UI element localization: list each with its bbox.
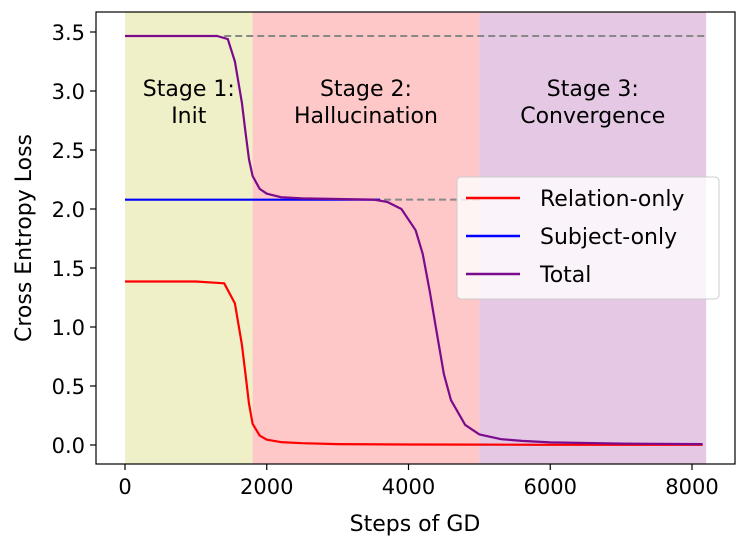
x-axis-ticks: 0 2000 4000 6000 8000	[118, 464, 719, 499]
y-tick-label: 1.0	[52, 316, 85, 340]
x-tick-label: 6000	[524, 475, 577, 499]
y-axis-ticks: 0.0 0.5 1.0 1.5 2.0 2.5 3.0 3.5	[52, 21, 96, 458]
stage-2-name: Hallucination	[294, 104, 438, 129]
legend-box	[456, 176, 720, 300]
relation-only-line	[125, 280, 703, 446]
total-line	[125, 34, 703, 446]
y-tick-label: 3.5	[52, 21, 85, 45]
plot-frame	[95, 11, 736, 465]
y-tick-label: 2.5	[52, 139, 85, 163]
legend-label-2: Subject-only	[540, 225, 677, 250]
y-tick-label: 2.0	[52, 198, 85, 222]
legend-label-3: Total	[539, 263, 591, 288]
stage-1-title: Stage 1:	[143, 77, 235, 102]
y-tick-label: 0.0	[52, 434, 85, 458]
stage-3-name: Convergence	[520, 104, 665, 129]
stage-1-region	[125, 12, 253, 464]
data-series	[125, 34, 703, 446]
x-tick-label: 2000	[240, 475, 293, 499]
x-axis-label: Steps of GD	[350, 512, 481, 537]
y-tick-label: 3.0	[52, 80, 85, 104]
stage-labels: Stage 1:Init Stage 2:Hallucination Stage 3…	[143, 77, 666, 129]
legend: Relation-only Subject-only Total	[456, 176, 720, 300]
stage-2-title: Stage 2:	[320, 77, 412, 102]
x-tick-label: 4000	[382, 475, 435, 499]
x-tick-label: 0	[118, 475, 131, 499]
x-tick-label: 8000	[665, 475, 718, 499]
stage-3-title: Stage 3:	[547, 77, 639, 102]
legend-label-1: Relation-only	[540, 187, 684, 212]
stage-1-name: Init	[171, 104, 207, 129]
y-tick-label: 1.5	[52, 257, 85, 281]
y-tick-label: 0.5	[52, 375, 85, 399]
y-axis-label: Cross Entropy Loss	[12, 134, 37, 342]
stage-2-region	[252, 12, 480, 464]
